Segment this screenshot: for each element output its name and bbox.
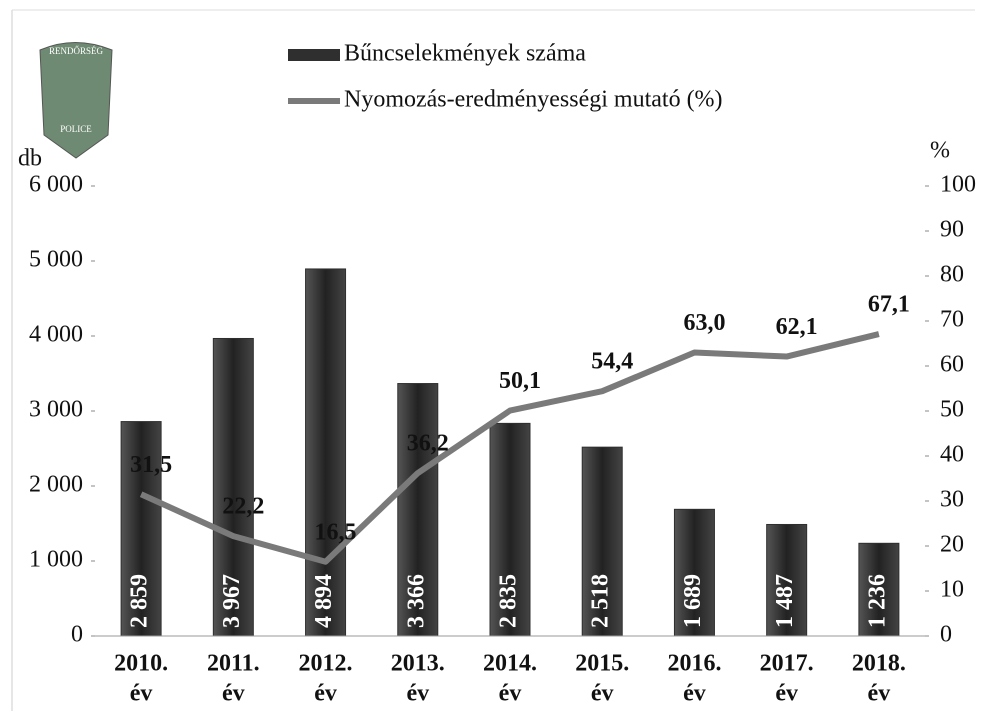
- y2-tick-label: 70: [940, 307, 964, 333]
- x-tick-label: év: [591, 681, 614, 707]
- logo-text: RENDŐRSÉG: [49, 46, 104, 56]
- line-value-label: 50,1: [499, 368, 541, 394]
- line-value-label: 62,1: [776, 314, 818, 340]
- x-tick-label: 2010.: [114, 651, 168, 677]
- y-tick-label: 4 000: [29, 322, 83, 348]
- x-tick-label: év: [499, 681, 522, 707]
- y-tick-label: 2 000: [29, 472, 83, 498]
- bar-value-label: 3 366: [403, 574, 429, 628]
- x-tick-label: év: [683, 681, 706, 707]
- bar: [489, 422, 531, 637]
- bar-value-label: 3 967: [219, 574, 245, 628]
- logo: RENDŐRSÉG POLICE: [39, 42, 113, 159]
- x-tick-label: év: [406, 681, 429, 707]
- y-tick-label: 5 000: [29, 247, 83, 273]
- bar-value-label: 1 487: [772, 574, 798, 628]
- y2-axis-label: %: [930, 138, 950, 164]
- y-tick-label: 6 000: [29, 172, 83, 198]
- x-tick-label: év: [130, 681, 153, 707]
- x-tick-label: 2011.: [207, 651, 260, 677]
- bar: [766, 523, 808, 637]
- x-tick-label: 2018.: [852, 651, 906, 677]
- x-tick-label: év: [775, 681, 798, 707]
- bar: [212, 337, 254, 637]
- bar: [673, 508, 715, 637]
- logo-shield: [39, 42, 113, 159]
- bar-value-label: 1 689: [680, 574, 706, 628]
- logo-text: POLICE: [60, 124, 92, 134]
- y2-tick-label: 50: [940, 397, 964, 423]
- x-tick-label: 2015.: [575, 651, 629, 677]
- y2-tick-label: 20: [940, 532, 964, 558]
- x-tick-label: 2014.: [483, 651, 537, 677]
- bar: [305, 268, 347, 637]
- y2-tick-label: 80: [940, 262, 964, 288]
- legend-swatch: [288, 49, 340, 61]
- y-axis-label: db: [18, 146, 42, 172]
- y2-tick-label: 100: [940, 172, 976, 198]
- bar-value-label: 2 859: [127, 574, 153, 628]
- x-tick-label: év: [222, 681, 245, 707]
- bar: [397, 383, 439, 637]
- line-value-label: 31,5: [130, 452, 172, 478]
- line-value-label: 36,2: [407, 431, 449, 457]
- line-value-label: 16,5: [315, 519, 357, 545]
- x-tick-label: év: [314, 681, 337, 707]
- x-tick-label: év: [868, 681, 891, 707]
- line: [139, 331, 880, 565]
- x-tick-label: 2016.: [667, 651, 721, 677]
- line-value-label: 63,0: [683, 310, 725, 336]
- y-tick-label: 0: [71, 622, 83, 648]
- bar-value-label: 2 518: [588, 574, 614, 628]
- y2-tick-label: 40: [940, 442, 964, 468]
- line-value-label: 67,1: [868, 292, 910, 318]
- y-tick-label: 1 000: [29, 547, 83, 573]
- y2-tick-label: 10: [940, 577, 964, 603]
- y2-tick-label: 0: [940, 622, 952, 648]
- x-tick-label: 2017.: [760, 651, 814, 677]
- bar-value-label: 2 835: [496, 574, 522, 628]
- bar-value-label: 1 236: [864, 574, 890, 628]
- x-tick-label: 2013.: [391, 651, 445, 677]
- x-tick-label: 2012.: [299, 651, 353, 677]
- line-value-label: 54,4: [591, 349, 633, 375]
- bar-value-label: 4 894: [311, 574, 337, 628]
- y2-tick-label: 30: [940, 487, 964, 513]
- bar: [858, 542, 900, 637]
- y2-tick-label: 90: [940, 217, 964, 243]
- y2-tick-label: 60: [940, 352, 964, 378]
- legend-label: Nyomozás-eredményességi mutató (%): [344, 87, 723, 113]
- y-tick-label: 3 000: [29, 397, 83, 423]
- line-value-label: 22,2: [222, 494, 264, 520]
- legend-label: Bűncselekmények száma: [344, 41, 586, 67]
- bar: [581, 446, 623, 637]
